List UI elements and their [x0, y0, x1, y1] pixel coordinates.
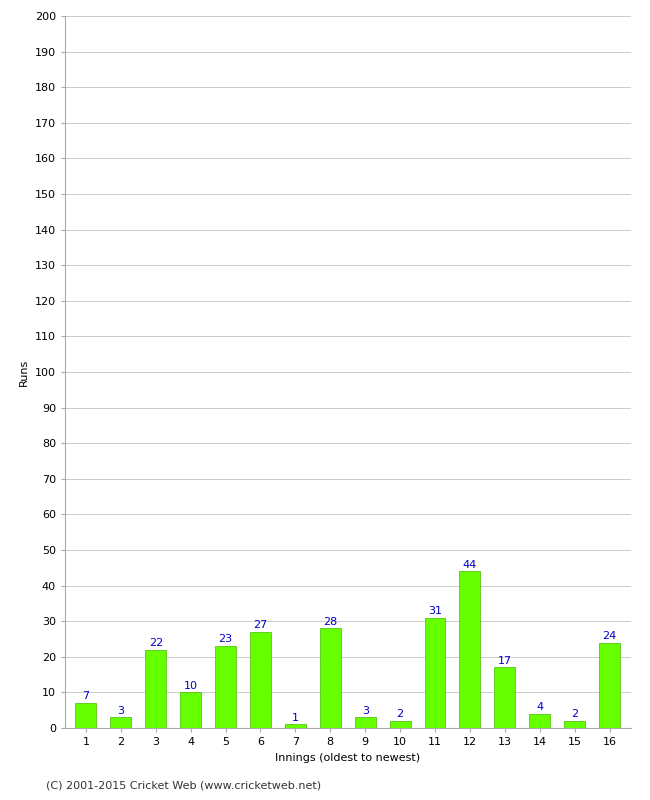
Bar — [495, 667, 515, 728]
Bar — [529, 714, 550, 728]
Y-axis label: Runs: Runs — [20, 358, 29, 386]
Bar — [599, 642, 620, 728]
Text: 28: 28 — [323, 617, 337, 626]
Bar — [424, 618, 445, 728]
Bar — [111, 718, 131, 728]
Text: 2: 2 — [571, 709, 578, 719]
Text: 1: 1 — [292, 713, 299, 722]
Text: 31: 31 — [428, 606, 442, 616]
Text: 3: 3 — [118, 706, 124, 715]
Text: 23: 23 — [218, 634, 233, 644]
Bar — [180, 693, 201, 728]
Text: 27: 27 — [254, 620, 268, 630]
Bar — [460, 571, 480, 728]
Text: 22: 22 — [149, 638, 163, 648]
Bar — [146, 650, 166, 728]
Bar — [285, 725, 306, 728]
Text: 2: 2 — [396, 709, 404, 719]
Bar — [215, 646, 236, 728]
Text: 10: 10 — [184, 681, 198, 690]
Text: 3: 3 — [361, 706, 369, 715]
Text: 4: 4 — [536, 702, 543, 712]
Text: (C) 2001-2015 Cricket Web (www.cricketweb.net): (C) 2001-2015 Cricket Web (www.cricketwe… — [46, 781, 320, 790]
Bar — [564, 721, 585, 728]
Text: 7: 7 — [83, 691, 90, 702]
X-axis label: Innings (oldest to newest): Innings (oldest to newest) — [275, 753, 421, 762]
Bar — [75, 703, 96, 728]
Bar — [250, 632, 271, 728]
Bar — [389, 721, 411, 728]
Text: 17: 17 — [498, 656, 512, 666]
Text: 44: 44 — [463, 559, 477, 570]
Text: 24: 24 — [603, 630, 617, 641]
Bar — [320, 628, 341, 728]
Bar — [355, 718, 376, 728]
